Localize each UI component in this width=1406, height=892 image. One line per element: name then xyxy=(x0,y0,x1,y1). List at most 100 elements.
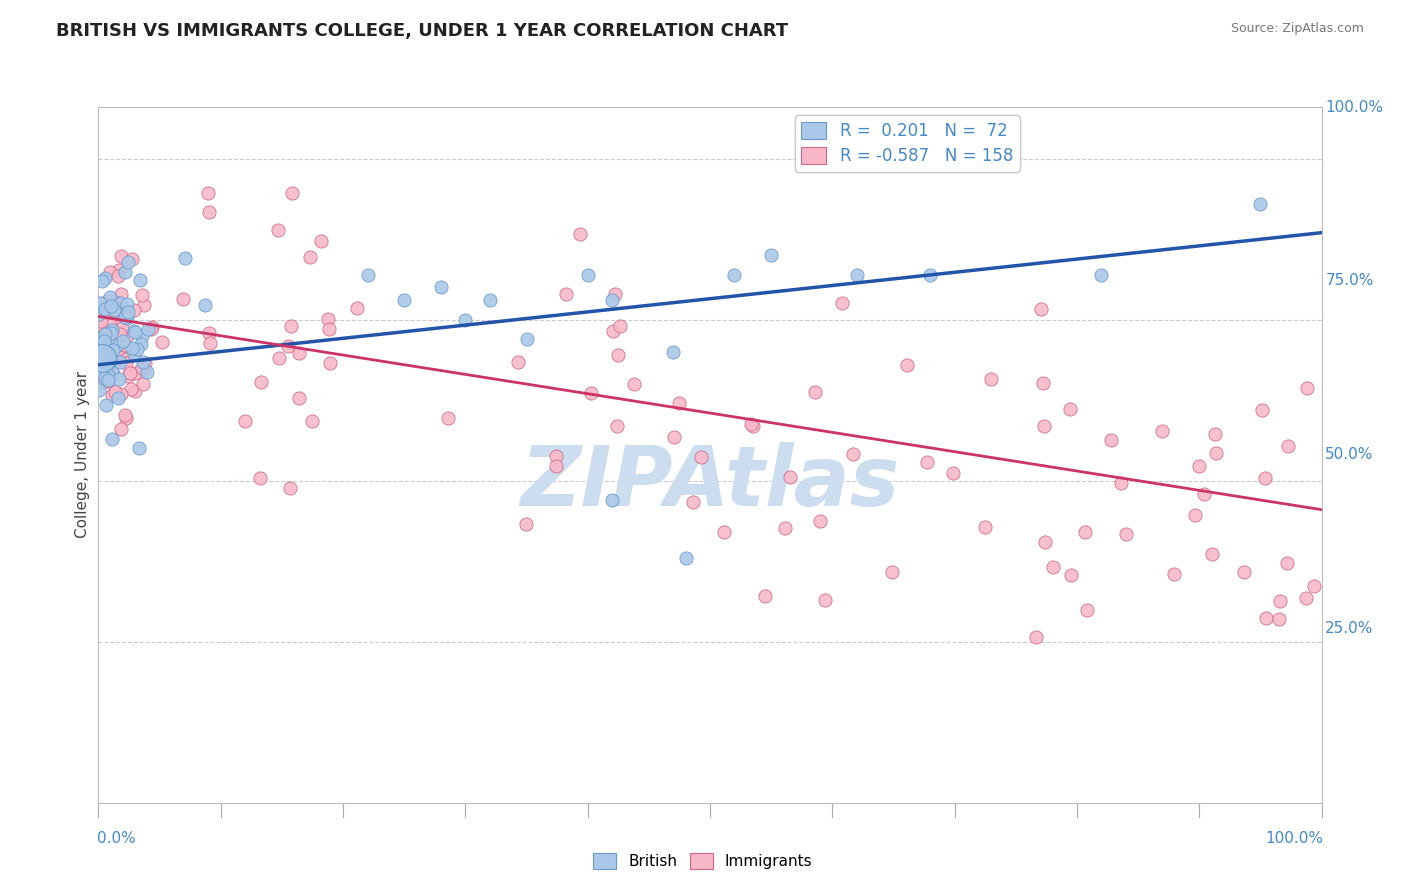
Point xyxy=(98,265,121,279)
Point xyxy=(111,334,134,349)
Point xyxy=(1032,376,1054,391)
Point xyxy=(101,293,124,308)
Point xyxy=(98,338,121,352)
Point xyxy=(1115,526,1137,541)
Point xyxy=(115,297,138,311)
Legend: R =  0.201   N =  72, R = -0.587   N = 158: R = 0.201 N = 72, R = -0.587 N = 158 xyxy=(794,115,1019,171)
Point xyxy=(104,325,127,339)
Point xyxy=(138,322,160,336)
Point xyxy=(942,466,965,480)
Point xyxy=(301,414,323,428)
Point xyxy=(124,325,146,339)
Point xyxy=(93,324,115,338)
Point xyxy=(107,391,129,405)
Point xyxy=(124,384,146,398)
Point xyxy=(430,280,453,294)
Point xyxy=(808,514,831,528)
Point xyxy=(89,295,111,310)
Point xyxy=(132,376,155,391)
Point xyxy=(478,293,501,308)
Point xyxy=(269,351,291,366)
Point xyxy=(713,524,735,539)
Point xyxy=(288,346,311,360)
Point xyxy=(1060,568,1083,582)
Point xyxy=(1205,445,1227,459)
Point xyxy=(544,459,567,474)
Point xyxy=(108,262,131,277)
Point xyxy=(662,430,685,444)
Point xyxy=(1192,487,1215,501)
Point xyxy=(845,268,868,282)
Point xyxy=(1184,508,1206,523)
Point xyxy=(141,320,163,334)
Point xyxy=(690,450,713,465)
Point xyxy=(108,355,131,369)
Point xyxy=(87,384,110,398)
Point xyxy=(600,293,623,308)
Point xyxy=(105,345,128,359)
Point xyxy=(1031,302,1053,317)
Point xyxy=(91,351,114,366)
Point xyxy=(100,326,122,340)
Point xyxy=(675,551,697,566)
Text: 25.0%: 25.0% xyxy=(1326,622,1374,636)
Point xyxy=(814,592,837,607)
Point xyxy=(91,353,114,368)
Point xyxy=(1025,631,1047,645)
Point xyxy=(194,297,217,311)
Point xyxy=(122,347,145,361)
Point xyxy=(127,342,149,356)
Point xyxy=(131,329,153,343)
Point xyxy=(880,565,903,579)
Point xyxy=(96,294,118,309)
Point xyxy=(94,349,117,363)
Text: ZIPAtlas: ZIPAtlas xyxy=(520,442,900,524)
Point xyxy=(122,324,145,338)
Point xyxy=(515,517,537,532)
Point xyxy=(98,347,121,361)
Point xyxy=(576,268,599,282)
Point xyxy=(94,304,117,318)
Point xyxy=(110,249,132,263)
Text: 50.0%: 50.0% xyxy=(1326,448,1374,462)
Point xyxy=(607,348,630,362)
Point xyxy=(974,520,997,534)
Point xyxy=(100,299,122,313)
Point xyxy=(101,322,124,336)
Point xyxy=(197,186,219,201)
Point xyxy=(101,388,124,402)
Point xyxy=(98,352,121,367)
Point xyxy=(515,332,537,346)
Point xyxy=(1099,434,1122,448)
Point xyxy=(121,341,143,355)
Y-axis label: College, Under 1 year: College, Under 1 year xyxy=(75,371,90,539)
Point xyxy=(107,337,129,351)
Point xyxy=(115,350,138,364)
Point xyxy=(132,297,155,311)
Point xyxy=(609,318,631,333)
Point xyxy=(117,328,139,343)
Point xyxy=(198,205,221,219)
Point xyxy=(96,335,118,350)
Point xyxy=(761,248,783,262)
Point xyxy=(288,391,311,405)
Point xyxy=(97,351,120,366)
Text: 100.0%: 100.0% xyxy=(1265,830,1323,846)
Point xyxy=(741,419,763,434)
Point xyxy=(120,366,142,380)
Point xyxy=(754,589,776,603)
Point xyxy=(198,326,221,340)
Point xyxy=(896,358,918,372)
Point xyxy=(1188,459,1211,474)
Point xyxy=(1295,591,1317,605)
Point xyxy=(115,411,138,425)
Point xyxy=(107,269,129,284)
Point xyxy=(90,274,112,288)
Point xyxy=(94,270,117,285)
Point xyxy=(546,449,568,463)
Point xyxy=(120,382,142,396)
Point xyxy=(89,354,111,368)
Point xyxy=(1270,593,1292,607)
Point xyxy=(773,521,796,535)
Point xyxy=(278,481,301,495)
